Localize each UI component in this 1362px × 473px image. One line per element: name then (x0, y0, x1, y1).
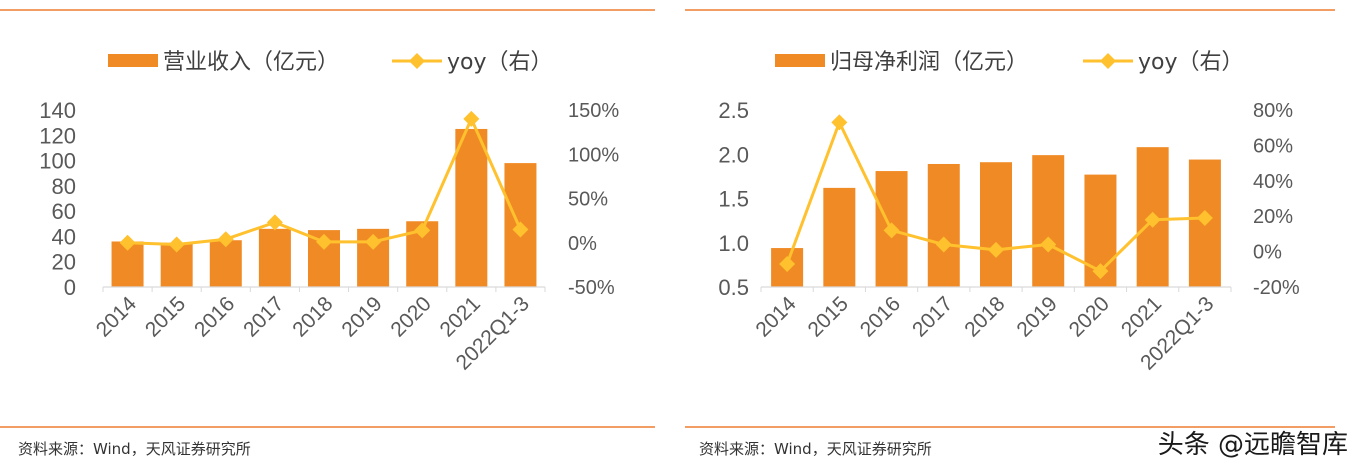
legend-bar-swatch (775, 54, 825, 67)
left-axis-tick-label: 1.0 (718, 231, 749, 256)
bar (209, 240, 242, 287)
right-axis-tick-label: 150% (568, 100, 619, 122)
yoy-point (463, 110, 480, 127)
x-category-label: 2015 (141, 292, 190, 341)
source-note: 资料来源：Wind，天风证券研究所 (18, 440, 251, 458)
left-axis-tick-label: 2.5 (718, 98, 749, 123)
bar (258, 228, 291, 287)
right-axis-tick-label: -20% (1253, 277, 1300, 299)
net-profit-chart-panel: 归母净利润（亿元） yoy（右） 0.5 1.0 1.5 2.0 2.5 -20% 0% 20% 4… (685, 0, 1362, 473)
legend-bar-swatch (108, 54, 158, 67)
left-axis-tick-label: 120 (39, 123, 76, 148)
yoy-point (512, 221, 529, 238)
yoy-point (266, 214, 283, 231)
bar (927, 163, 960, 287)
legend-bar-label: 营业收入（亿元） (163, 50, 339, 75)
yoy-point (365, 233, 382, 250)
x-category-label: 2018 (960, 292, 1009, 341)
right-axis-tick-label: 40% (1253, 171, 1293, 193)
x-category-label: 2017 (239, 292, 288, 341)
legend-bar-label: 归母净利润（亿元） (830, 50, 1028, 75)
x-category-label: 2019 (1012, 292, 1061, 341)
right-axis-tick-label: 0% (568, 233, 597, 255)
yoy-point (935, 236, 952, 253)
left-axis-tick-label: 20 (52, 250, 76, 275)
yoy-point (1144, 211, 1161, 228)
left-axis-tick-label: 0.5 (718, 275, 749, 300)
bar (823, 187, 856, 287)
x-category-label: 2021 (1117, 292, 1166, 341)
yoy-point (988, 241, 1004, 258)
x-category-label: 2015 (804, 292, 853, 341)
revenue-chart-panel: 营业收入（亿元） yoy（右） 0 20 40 60 80 100 120 140 -50% 0% 50… (0, 0, 660, 473)
x-category-label: 2017 (908, 292, 957, 341)
bar (455, 128, 488, 287)
x-category-label: 2018 (288, 292, 337, 341)
yoy-point (168, 236, 185, 253)
right-axis-tick-label: 20% (1253, 206, 1293, 228)
right-axis-tick-label: 80% (1253, 100, 1293, 122)
left-axis-tick-label: 1.5 (718, 187, 749, 212)
left-axis-tick-label: 2.0 (718, 142, 749, 167)
left-axis-tick-label: 80 (52, 174, 76, 199)
yoy-point (119, 234, 136, 251)
yoy-point (1040, 236, 1057, 253)
left-axis-tick-label: 60 (52, 199, 76, 224)
left-axis-tick-label: 0 (64, 275, 76, 300)
legend-line-label: yoy（右） (447, 50, 553, 75)
right-axis-tick-label: 60% (1253, 135, 1293, 157)
x-category-label: 2014 (751, 292, 801, 342)
yoy-point (217, 231, 234, 248)
left-axis-tick-label: 100 (39, 149, 76, 174)
watermark: 头条 @远瞻智库 (1157, 430, 1348, 460)
left-axis-tick-label: 40 (52, 224, 76, 249)
right-axis-tick-label: 100% (568, 144, 619, 166)
yoy-point (1196, 209, 1213, 226)
yoy-point (1092, 263, 1109, 280)
yoy-point (883, 222, 900, 239)
legend-line-marker (1100, 53, 1116, 69)
x-category-label: 2016 (190, 292, 239, 341)
x-category-label: 2016 (856, 292, 905, 341)
bar (1032, 155, 1065, 287)
legend-line-label: yoy（右） (1138, 50, 1244, 75)
x-category-label: 2020 (386, 292, 435, 341)
right-axis-tick-label: -50% (568, 277, 615, 299)
left-axis-tick-label: 140 (39, 98, 76, 123)
x-category-label: 2020 (1065, 292, 1114, 341)
yoy-point (779, 255, 796, 272)
x-category-label: 2019 (337, 292, 386, 341)
right-axis-tick-label: 0% (1253, 242, 1282, 264)
source-note: 资料来源：Wind，天风证券研究所 (699, 440, 932, 458)
yoy-point (414, 222, 431, 239)
right-axis-tick-label: 50% (568, 189, 608, 211)
yoy-point (316, 233, 332, 250)
legend-line-marker (409, 53, 425, 69)
x-category-label: 2014 (92, 292, 142, 342)
bar (980, 162, 1012, 287)
net-profit-chart: 归母净利润（亿元） yoy（右） 0.5 1.0 1.5 2.0 2.5 -20% 0% 20% 4… (685, 9, 1335, 428)
yoy-point (831, 114, 848, 131)
